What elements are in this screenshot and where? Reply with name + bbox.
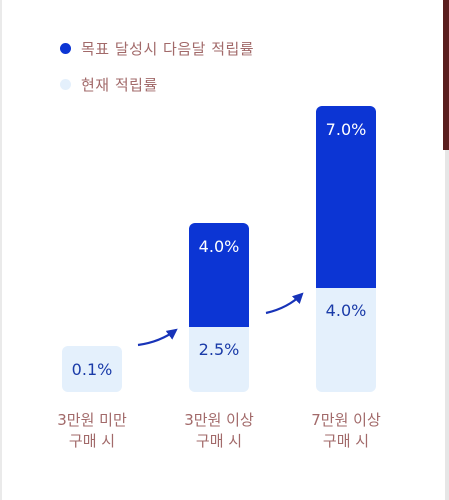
legend-label-target: 목표 달성시 다음달 적립률: [81, 39, 255, 58]
bar-label-current-2: 4.0%: [326, 301, 367, 320]
category-label-0-1: 구매 시: [69, 432, 115, 450]
bar-label-target-2: 7.0%: [326, 120, 367, 139]
bar-target-1: [189, 223, 249, 327]
edge-accent: [443, 0, 449, 150]
bar-label-current-0: 0.1%: [72, 360, 113, 379]
category-label-2-0: 7만원 이상: [311, 411, 381, 429]
bar-label-current-1: 2.5%: [199, 340, 240, 359]
legend-dot-current: [60, 78, 71, 90]
category-label-2-1: 구매 시: [323, 432, 369, 450]
bar-current-2: [316, 288, 376, 392]
legend-item-current: 현재 적립률: [60, 72, 254, 96]
legend: 목표 달성시 다음달 적립률 현재 적립률: [60, 36, 254, 108]
bar-label-target-1: 4.0%: [199, 237, 240, 256]
legend-label-current: 현재 적립률: [81, 75, 158, 94]
category-label-0-0: 3만원 미만: [57, 411, 127, 429]
trend-arrow-1: [265, 292, 304, 315]
bar-target-2: [316, 106, 376, 288]
trend-arrow-0: [137, 328, 178, 347]
bar-current-1: [189, 327, 249, 392]
category-label-1-1: 구매 시: [196, 432, 242, 450]
category-label-1-0: 3만원 이상: [184, 411, 254, 429]
legend-dot-target: [60, 42, 71, 54]
bar-current-0: [62, 346, 122, 392]
legend-item-target: 목표 달성시 다음달 적립률: [60, 36, 254, 60]
